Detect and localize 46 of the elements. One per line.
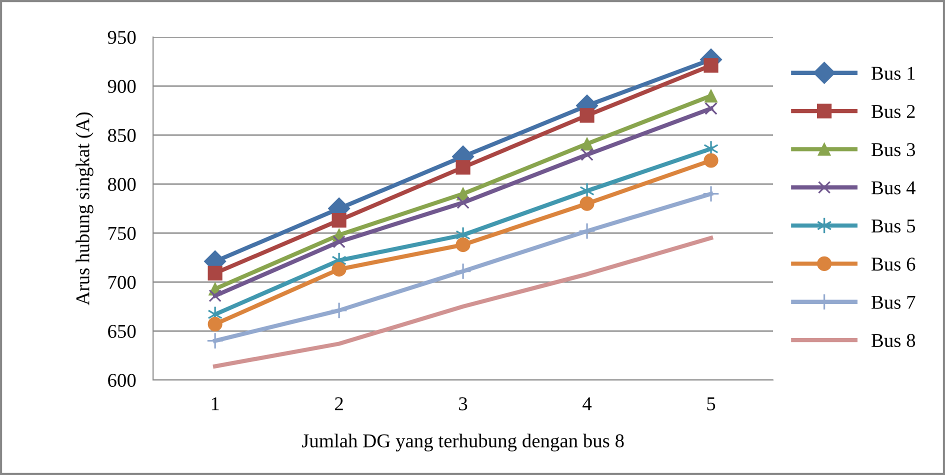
point — [702, 185, 720, 202]
x-axis-title: Jumlah DG yang terhubung dengan bus 8 — [302, 434, 624, 452]
x-tick-label: 5 — [707, 397, 716, 410]
legend-label: Bus 5 — [872, 220, 916, 233]
point — [704, 89, 718, 102]
y-axis-title: Arus hubung singkat (A) — [76, 112, 94, 306]
legend-label: Bus 8 — [872, 334, 916, 348]
point — [704, 102, 718, 115]
y-tick-label: 600 — [108, 374, 136, 387]
point — [206, 332, 224, 350]
y-tick-label: 850 — [108, 128, 136, 142]
legend-label: Bus 7 — [872, 296, 916, 309]
y-tick-label: 650 — [108, 324, 136, 338]
y-tick-label: 700 — [108, 276, 136, 289]
legend-label: Bus 6 — [872, 258, 916, 271]
point — [454, 262, 472, 280]
point — [578, 222, 596, 240]
x-tick-label: 2 — [335, 397, 343, 410]
point — [208, 289, 222, 302]
y-tick-label: 800 — [108, 178, 136, 191]
point — [208, 266, 222, 280]
point — [208, 316, 222, 332]
point — [704, 58, 718, 73]
legend-label: Bus 4 — [872, 181, 916, 194]
y-tick-label: 900 — [108, 80, 136, 93]
x-tick-label: 4 — [582, 397, 592, 410]
point — [332, 212, 346, 228]
line-series — [212, 236, 714, 368]
legend-label: Bus 3 — [872, 143, 916, 156]
point — [704, 153, 718, 168]
legend-label: Bus 1 — [872, 66, 915, 80]
legend-label: Bus 2 — [872, 104, 915, 118]
point — [332, 235, 346, 248]
point — [456, 160, 470, 175]
point — [456, 237, 470, 252]
point — [580, 148, 594, 162]
point — [332, 262, 346, 277]
point — [580, 137, 594, 150]
x-tick-label: 1 — [212, 397, 219, 410]
point — [580, 196, 594, 211]
y-tick-label: 750 — [108, 226, 136, 240]
y-tick-label: 950 — [108, 30, 136, 44]
point — [330, 302, 348, 319]
x-tick-label: 3 — [459, 397, 468, 410]
point — [580, 108, 594, 123]
point — [456, 196, 470, 210]
